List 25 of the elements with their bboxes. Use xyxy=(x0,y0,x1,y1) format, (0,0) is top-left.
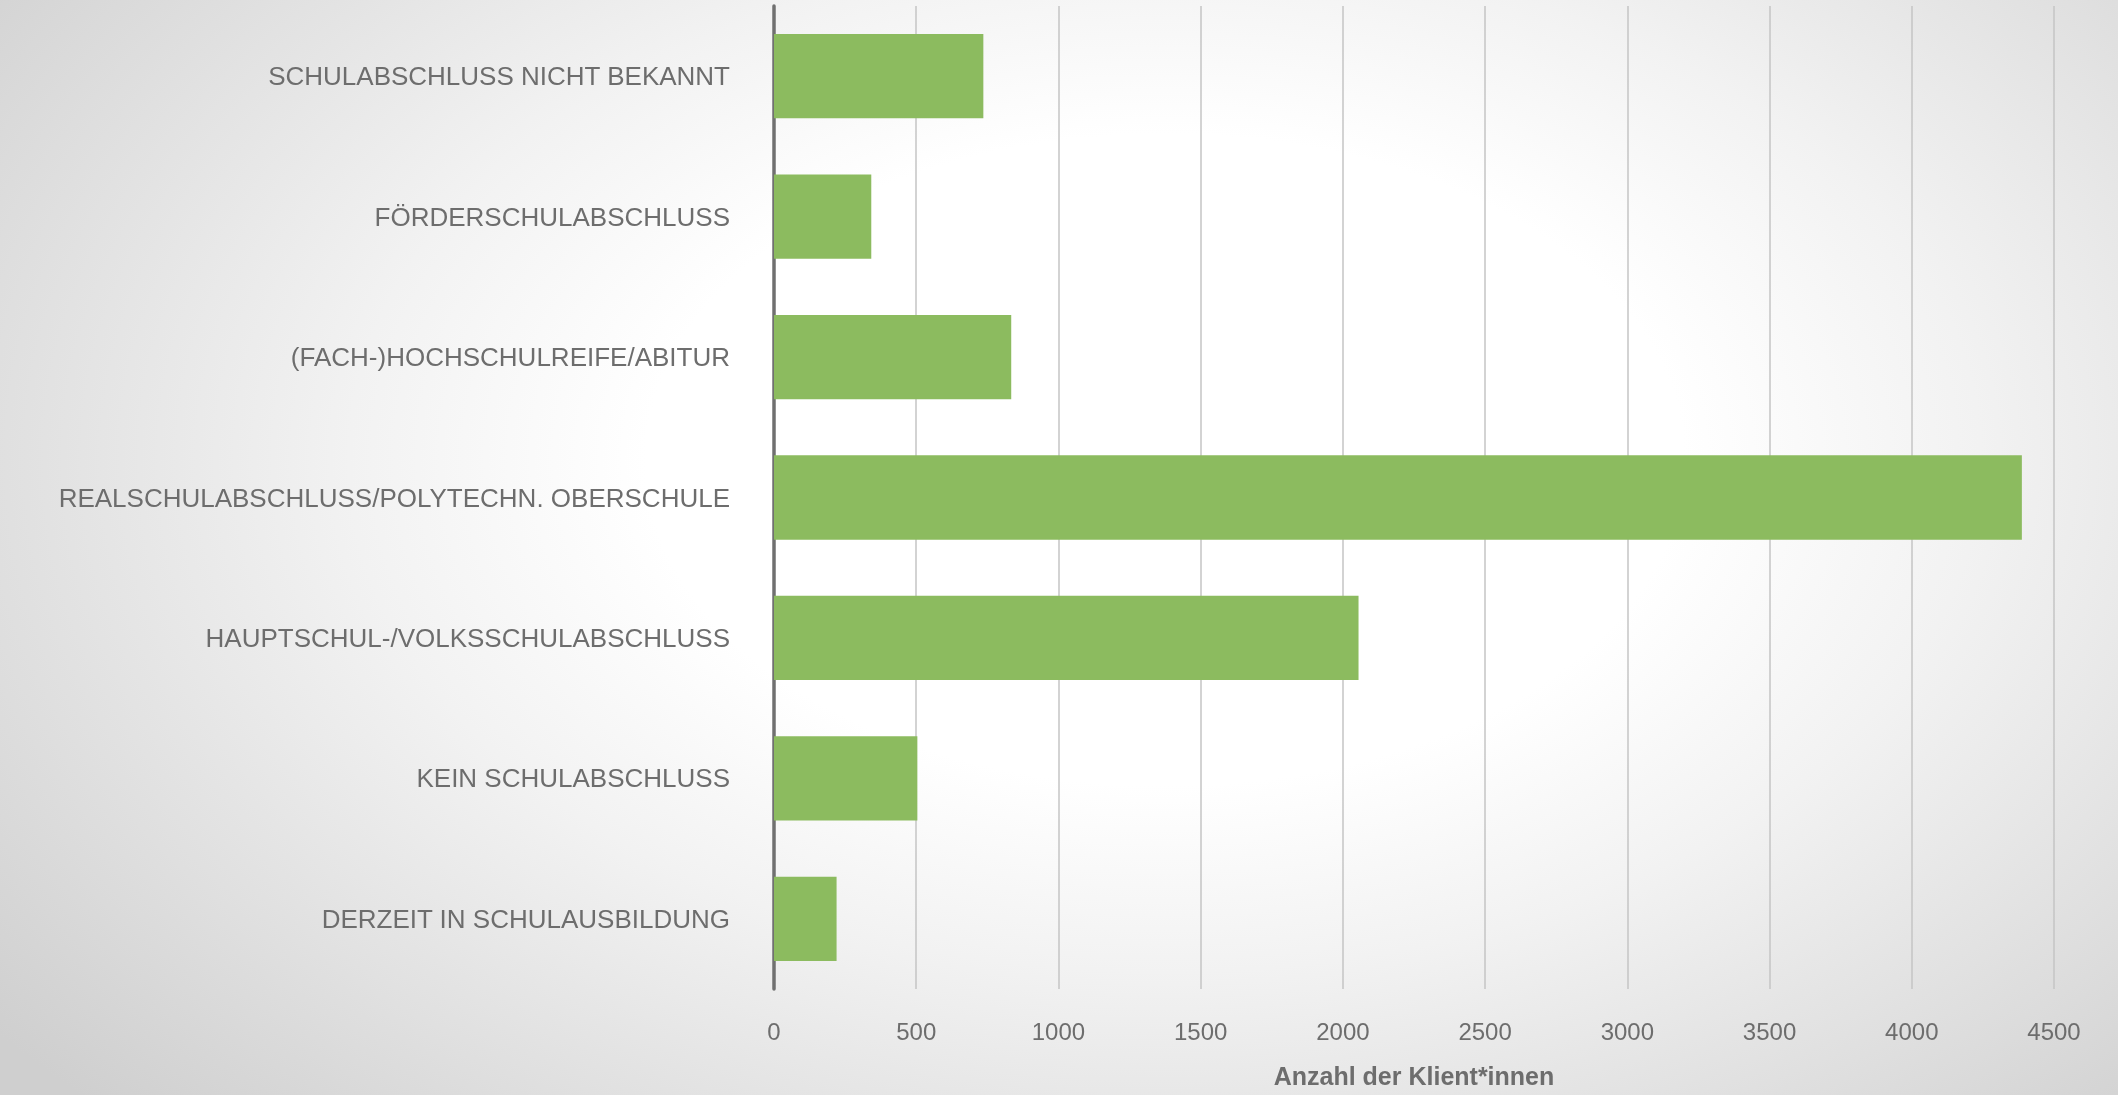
x-tick-label: 4000 xyxy=(1885,1017,1939,1045)
x-axis-title: Anzahl der Klient*innen xyxy=(1273,1061,1555,1090)
x-tick-label: 2000 xyxy=(1316,1017,1370,1045)
bar xyxy=(774,314,1012,400)
y-tick-label: DERZEIT IN SCHULAUSBILDUNG xyxy=(321,903,730,934)
bar xyxy=(774,455,2022,540)
bar xyxy=(774,34,984,119)
y-tick-label: (FACH-)HOCHSCHULREIFE/ABITUR xyxy=(290,342,730,373)
bar xyxy=(774,736,918,821)
x-tick-label: 1500 xyxy=(1173,1017,1228,1045)
x-tick-label: 0 xyxy=(767,1017,781,1045)
x-tick-label: 3000 xyxy=(1600,1017,1655,1045)
bar xyxy=(774,595,1359,681)
x-tick-label: 1000 xyxy=(1031,1017,1086,1045)
y-tick-label: SCHULABSCHLUSS NICHT BEKANNT xyxy=(268,61,731,92)
x-tick-label: 4500 xyxy=(2027,1017,2081,1045)
y-tick-label: KEIN SCHULABSCHLUSS xyxy=(416,763,730,794)
y-tick-label: HAUPTSCHUL-/VOLKSSCHULABSCHLUSS xyxy=(205,622,730,653)
x-tick-label: 2500 xyxy=(1458,1017,1512,1045)
y-tick-label: REALSCHULABSCHLUSS/POLYTECHN. OBERSCHULE xyxy=(58,482,730,513)
bar xyxy=(774,876,837,961)
y-tick-label: FÖRDERSCHULABSCHLUSS xyxy=(374,201,730,232)
x-tick-label: 3500 xyxy=(1742,1017,1797,1045)
bar xyxy=(774,174,872,259)
x-tick-label: 500 xyxy=(896,1017,937,1045)
